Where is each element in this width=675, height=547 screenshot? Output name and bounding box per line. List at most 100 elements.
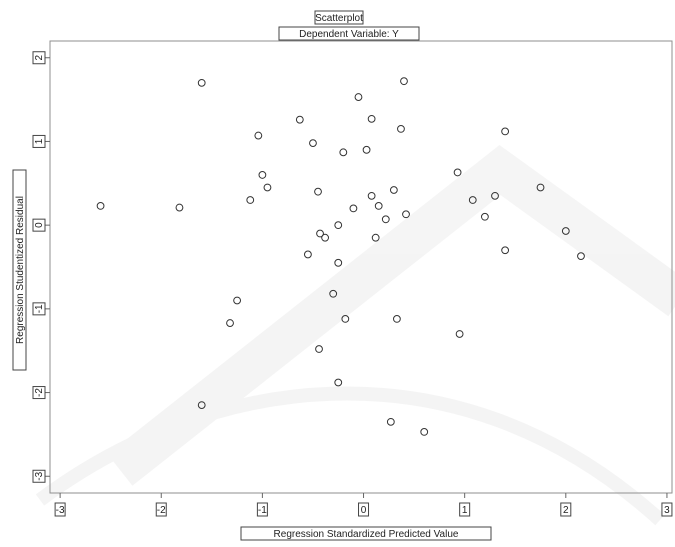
x-tick-label-box bbox=[459, 502, 471, 517]
x-tick: -3 bbox=[54, 493, 66, 517]
x-tick-label-box bbox=[560, 502, 572, 517]
scatter-point bbox=[453, 168, 462, 177]
scatter-point bbox=[491, 191, 499, 200]
y-tick: 2 bbox=[32, 51, 50, 65]
scatter-point bbox=[175, 203, 184, 212]
scatter-point bbox=[341, 314, 350, 323]
scatter-points bbox=[96, 77, 585, 436]
y-tick-label: -3 bbox=[34, 471, 45, 480]
scatter-point bbox=[263, 183, 272, 192]
scatter-point bbox=[362, 145, 371, 154]
scatter-point bbox=[354, 93, 363, 101]
scatter-point bbox=[367, 191, 376, 200]
y-tick-label-box bbox=[32, 386, 46, 400]
y-axis-ticks: -3 -2 -1 0 1 2 bbox=[32, 51, 50, 483]
scatter-point bbox=[334, 378, 343, 387]
x-tick: 0 bbox=[358, 493, 370, 517]
scatter-point bbox=[314, 187, 322, 196]
y-tick-label-box bbox=[32, 218, 46, 232]
scatter-point bbox=[304, 250, 312, 259]
x-tick-label-box bbox=[661, 502, 673, 517]
scatter-point bbox=[536, 183, 545, 192]
x-tick-label: -1 bbox=[258, 505, 267, 516]
x-axis-ticks: -3 -2 -1 0 1 2 3 bbox=[54, 493, 673, 517]
y-tick: -2 bbox=[32, 386, 50, 400]
y-axis-label: Regression Studentized Residual bbox=[15, 196, 26, 344]
chart-title: Scatterplot bbox=[315, 13, 363, 24]
scatter-point bbox=[367, 114, 376, 123]
scatter-point bbox=[315, 345, 323, 353]
scatter-point bbox=[455, 330, 464, 338]
scatter-point bbox=[197, 401, 206, 410]
scatter-point bbox=[254, 131, 263, 140]
x-tick: -2 bbox=[155, 493, 167, 517]
scatter-point bbox=[339, 148, 348, 157]
scatter-point bbox=[371, 233, 380, 242]
scatter-point bbox=[386, 417, 395, 426]
x-tick-label: 2 bbox=[563, 505, 569, 516]
scatter-point bbox=[309, 139, 317, 148]
y-tick: -3 bbox=[32, 469, 50, 483]
chart-subtitle: Dependent Variable: Y bbox=[299, 29, 399, 40]
y-tick-label: -1 bbox=[34, 304, 45, 313]
x-tick-label: 1 bbox=[462, 505, 468, 516]
scatter-point bbox=[381, 215, 390, 224]
x-tick: 3 bbox=[661, 493, 673, 517]
x-axis-label: Regression Standardized Predicted Value bbox=[274, 529, 459, 540]
scatter-point bbox=[96, 201, 105, 210]
x-tick-label: -3 bbox=[56, 505, 65, 516]
chart-title-box bbox=[314, 10, 364, 25]
x-tick: -1 bbox=[256, 493, 268, 517]
scatter-point bbox=[321, 233, 329, 242]
x-tick: 2 bbox=[560, 493, 572, 517]
scatter-point bbox=[577, 252, 585, 261]
scatter-point bbox=[295, 115, 304, 124]
y-tick-label: 1 bbox=[34, 138, 45, 144]
x-tick-label: 3 bbox=[664, 505, 670, 516]
x-tick: 1 bbox=[459, 493, 471, 517]
x-axis-label-box bbox=[240, 526, 492, 541]
scatter-point bbox=[561, 227, 570, 235]
y-tick-label: -2 bbox=[34, 388, 45, 397]
y-tick: 1 bbox=[32, 134, 50, 148]
y-tick-label-box bbox=[32, 302, 46, 316]
y-tick: 0 bbox=[32, 218, 50, 232]
scatter-point bbox=[349, 204, 358, 213]
x-tick-label: 0 bbox=[361, 505, 367, 516]
scatter-point bbox=[246, 196, 255, 204]
scatter-point bbox=[316, 229, 324, 238]
y-tick-label-box bbox=[32, 134, 46, 148]
scatter-point bbox=[400, 77, 408, 86]
scatter-point bbox=[480, 212, 489, 221]
scatter-point bbox=[233, 296, 242, 305]
plot-area-frame bbox=[49, 40, 673, 494]
chart-subtitle-box bbox=[278, 26, 420, 41]
scatter-point bbox=[389, 186, 398, 194]
y-tick-label: 0 bbox=[34, 222, 45, 228]
scatter-point bbox=[329, 289, 338, 298]
y-tick-label-box bbox=[32, 469, 46, 483]
scatter-point bbox=[501, 246, 510, 255]
chart-subtitle-group: Dependent Variable: Y bbox=[278, 26, 420, 41]
y-tick: -1 bbox=[32, 302, 50, 316]
scatter-point bbox=[374, 201, 383, 210]
scatter-point bbox=[334, 258, 343, 267]
scatter-point bbox=[393, 314, 401, 323]
scatter-point bbox=[334, 221, 343, 230]
scatter-point bbox=[397, 124, 405, 133]
y-axis-label-box bbox=[12, 169, 27, 371]
x-tick-label-box bbox=[54, 502, 66, 517]
x-tick-label-box bbox=[155, 502, 167, 517]
x-tick-label-box bbox=[358, 502, 370, 517]
y-tick-label: 2 bbox=[34, 55, 45, 61]
scatter-point bbox=[197, 78, 206, 87]
x-axis-label-group: Regression Standardized Predicted Value bbox=[240, 526, 492, 541]
scatter-point bbox=[420, 427, 429, 436]
y-axis-label-group: Regression Studentized Residual bbox=[12, 169, 27, 371]
scatter-point bbox=[258, 171, 267, 179]
watermark-graphic bbox=[35, 144, 675, 526]
scatter-point bbox=[501, 127, 510, 136]
x-tick-label-box bbox=[256, 502, 268, 517]
